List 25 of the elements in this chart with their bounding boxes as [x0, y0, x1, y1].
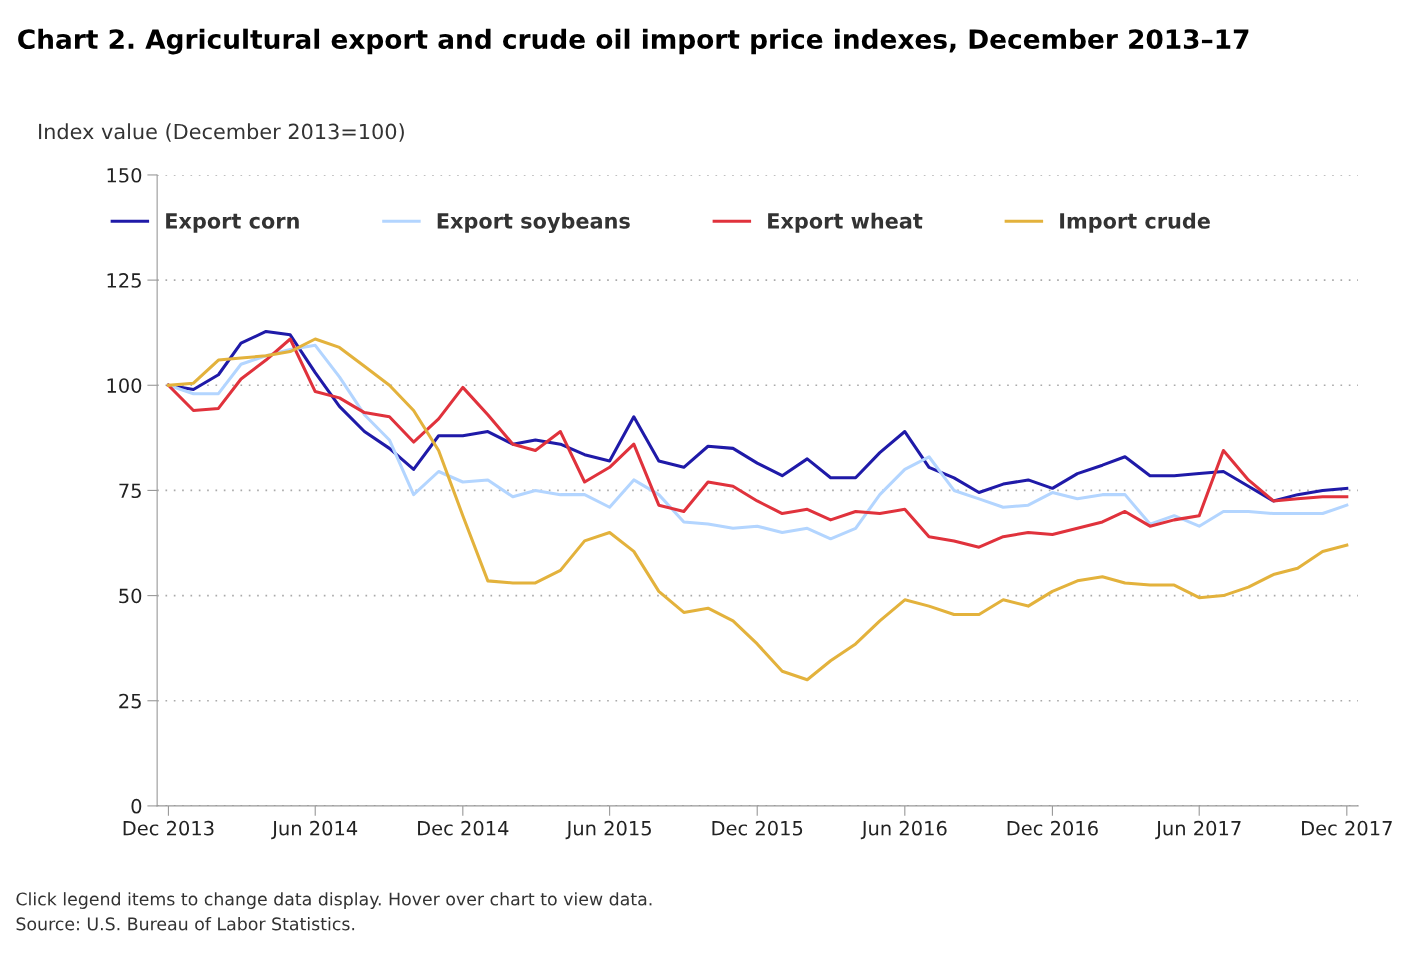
legend-label: Export wheat [768, 212, 923, 233]
y-tick-label: 100 [107, 378, 142, 393]
legend-label: Export corn [166, 213, 299, 233]
x-tick-label: Jun 2017 [1155, 820, 1241, 840]
x-tick-label: Dec 2014 [418, 820, 509, 836]
x-tick-label: Jun 2016 [860, 820, 947, 840]
chart-title: Chart 2. Agricultural export and crude oil import price indexes, December 2013–17 [18, 28, 1249, 55]
y-tick-label: 25 [119, 693, 141, 709]
x-tick-label: Dec 2016 [1007, 820, 1098, 836]
y-tick-label: 50 [119, 588, 142, 604]
y-tick-label: 125 [107, 273, 141, 288]
y-tick-label: 150 [107, 167, 142, 183]
x-tick-label: Dec 2013 [123, 820, 214, 836]
y-axis-title: Index value (December 2013=100) [39, 123, 404, 142]
y-tick-label: 75 [119, 483, 141, 499]
legend-label: Export soybeans [437, 212, 630, 233]
legend-label: Import crude [1060, 212, 1210, 233]
x-tick-label: Jun 2014 [271, 820, 358, 840]
source-note: Source: U.S. Bureau of Labor Statistics. [16, 917, 355, 931]
x-tick-label: Dec 2015 [712, 820, 803, 836]
x-tick-label: Jun 2015 [565, 820, 651, 840]
text: Click legend items to change data display. Hover over chart to view data. [16, 892, 652, 909]
y-tick-label: 0 [131, 798, 142, 814]
line-series [166, 337, 1349, 682]
x-tick-label: Dec 2017 [1302, 820, 1392, 836]
